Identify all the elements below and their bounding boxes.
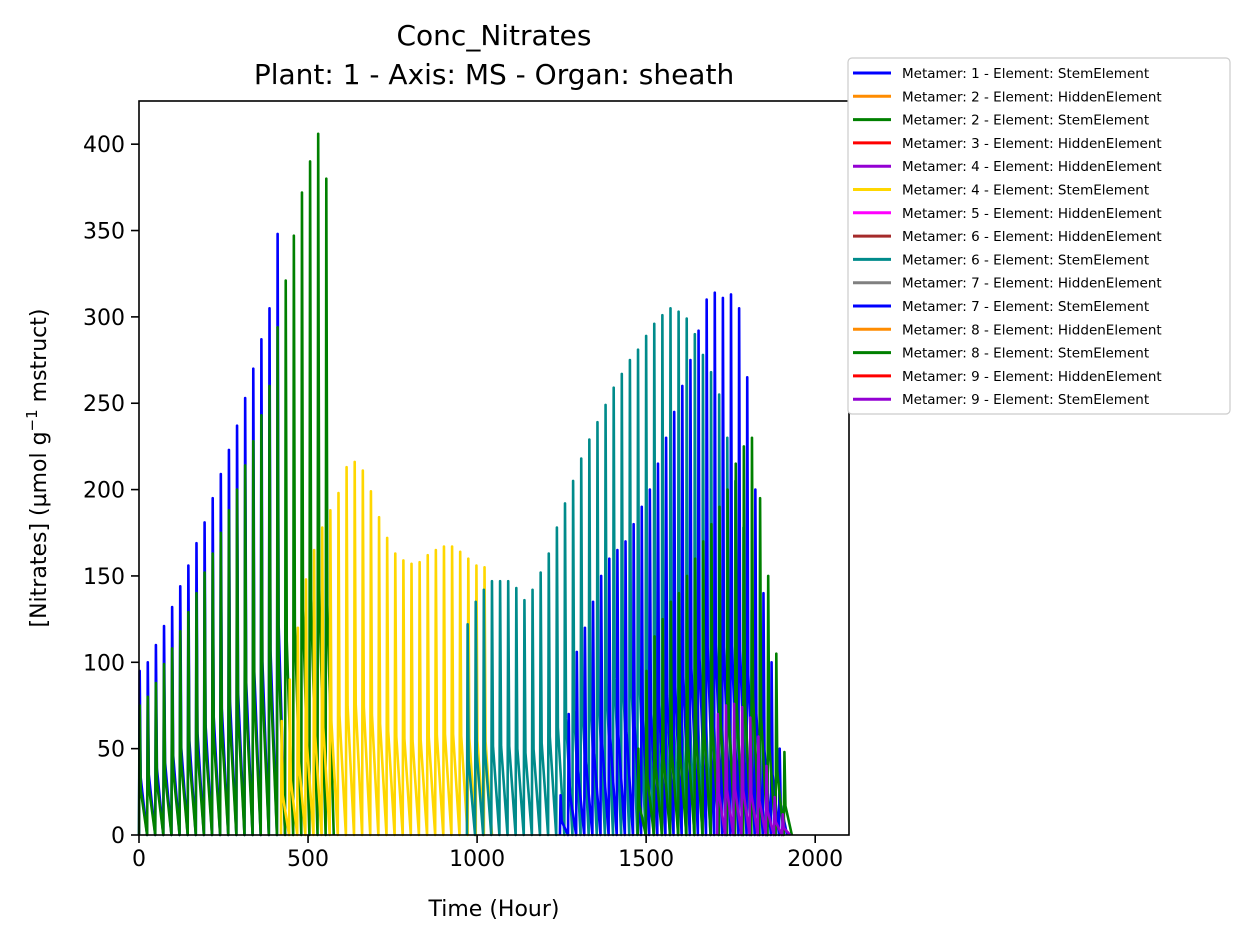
y-tick-label: 400 [83, 133, 125, 158]
y-tick-label: 150 [83, 565, 125, 590]
plot-frame [138, 100, 850, 836]
y-axis-ticks: 0 50 100 150 200 250 300 350 400 [83, 133, 139, 849]
x-tick-label: 500 [287, 847, 329, 872]
legend-entry: Metamer: 4 - Element: StemElement [902, 183, 1149, 199]
legend-entry: Metamer: 6 - Element: HiddenElement [902, 229, 1162, 245]
legend-entry: Metamer: 4 - Element: HiddenElement [902, 159, 1162, 175]
y-tick-label: 300 [83, 306, 125, 331]
x-axis-ticks: 0 500 1000 1500 2000 [132, 835, 843, 872]
y-tick-label: 200 [83, 479, 125, 504]
y-axis-label-main: [Nitrates] (µmol g [27, 431, 52, 627]
chart-title: Conc_Nitrates [397, 19, 592, 52]
legend-entry: Metamer: 1 - Element: StemElement [902, 66, 1149, 82]
legend-entry: Metamer: 6 - Element: StemElement [902, 252, 1149, 268]
series-line-6 [279, 460, 494, 837]
series-line-15 [715, 702, 792, 837]
y-axis-label-tail: mstruct) [27, 309, 52, 410]
x-tick-label: 0 [132, 847, 146, 872]
legend-entry: Metamer: 9 - Element: StemElement [902, 392, 1149, 408]
legend-entry: Metamer: 9 - Element: HiddenElement [902, 369, 1162, 385]
legend: Metamer: 1 - Element: StemElement Metamer… [847, 57, 1231, 415]
y-tick-label: 350 [83, 220, 125, 245]
legend-entry: Metamer: 2 - Element: StemElement [902, 113, 1149, 129]
x-axis-label: Time (Hour) [428, 897, 560, 922]
chart-subtitle: Plant: 1 - Axis: MS - Organ: sheath [254, 58, 734, 91]
y-tick-label: 50 [97, 738, 125, 763]
legend-entry: Metamer: 8 - Element: HiddenElement [902, 322, 1162, 338]
legend-entry: Metamer: 3 - Element: HiddenElement [902, 136, 1162, 152]
legend-entry: Metamer: 8 - Element: StemElement [902, 346, 1149, 362]
legend-entry: Metamer: 7 - Element: StemElement [902, 299, 1149, 315]
legend-entry: Metamer: 2 - Element: HiddenElement [902, 89, 1162, 105]
y-axis-label: [Nitrates] (µmol g−1 mstruct) [23, 309, 52, 628]
x-tick-label: 1000 [449, 847, 505, 872]
series-line-13 [636, 436, 794, 837]
legend-entry: Metamer: 5 - Element: HiddenElement [902, 206, 1162, 222]
y-tick-label: 100 [83, 651, 125, 676]
y-tick-label: 250 [83, 392, 125, 417]
x-tick-label: 2000 [787, 847, 843, 872]
series-layer [137, 132, 794, 837]
y-axis-label-sup: −1 [23, 409, 41, 431]
x-tick-label: 1500 [618, 847, 674, 872]
legend-frame [847, 57, 1231, 415]
y-tick-label: 0 [111, 824, 125, 849]
legend-entry: Metamer: 7 - Element: HiddenElement [902, 276, 1162, 292]
